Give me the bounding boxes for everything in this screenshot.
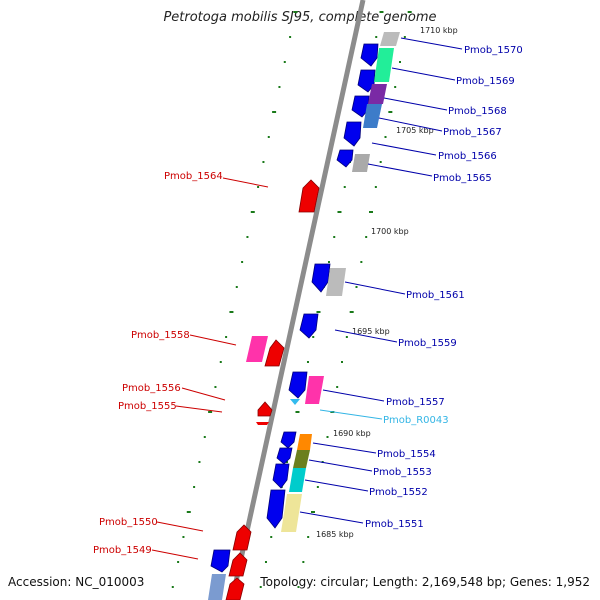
scale-label: 1710 kbp xyxy=(420,26,458,35)
leader-line xyxy=(391,67,456,81)
gene-label: Pmob_1550 xyxy=(99,517,158,528)
leader-line xyxy=(308,459,373,472)
leader-line xyxy=(189,334,237,346)
gene-arrow xyxy=(351,95,370,118)
gene-box xyxy=(368,84,387,104)
gene-label: Pmob_1568 xyxy=(448,106,507,117)
gene-box xyxy=(281,494,302,532)
gene-box xyxy=(293,450,310,468)
leader-line xyxy=(299,511,364,524)
gene-label: Pmob_1559 xyxy=(398,338,457,349)
scale-label: 1705 kbp xyxy=(396,126,434,135)
gene-arrow xyxy=(360,43,379,67)
left-strand-genes xyxy=(225,179,320,600)
gene-arrow xyxy=(311,263,331,293)
gene-box xyxy=(352,154,370,172)
gene-arrow xyxy=(256,422,269,425)
gene-arrow xyxy=(272,463,290,489)
gene-box xyxy=(297,434,312,450)
tick-marks xyxy=(171,11,412,588)
gene-label: Pmob_1561 xyxy=(406,290,465,301)
gene-arrow xyxy=(299,313,319,339)
gene-label: Pmob_1558 xyxy=(131,330,190,341)
gene-label: Pmob_1564 xyxy=(164,171,223,182)
gene-label: Pmob_1570 xyxy=(464,45,523,56)
gene-box xyxy=(374,48,394,82)
gene-arrow xyxy=(264,339,285,367)
leader-line xyxy=(222,177,269,188)
leader-line xyxy=(367,163,433,177)
leader-line xyxy=(371,142,437,156)
scale-label: 1695 kbp xyxy=(352,327,390,336)
gene-arrow xyxy=(210,549,231,573)
gene-label: Pmob_R0043 xyxy=(383,415,449,426)
leader-line xyxy=(156,521,204,532)
gene-label: Pmob_1549 xyxy=(93,545,152,556)
scale-label: 1700 kbp xyxy=(371,227,409,236)
gene-arrow xyxy=(357,69,376,93)
gene-label: Pmob_1566 xyxy=(438,151,497,162)
leader-line xyxy=(344,281,406,295)
gene-label: Pmob_1555 xyxy=(118,401,177,412)
gene-arrow xyxy=(257,401,273,417)
gene-label: Pmob_1552 xyxy=(369,487,428,498)
leader-line xyxy=(175,405,223,413)
gene-arrow xyxy=(266,489,286,529)
gene-label: Pmob_1557 xyxy=(386,397,445,408)
scale-label: 1685 kbp xyxy=(316,530,354,539)
gene-box xyxy=(305,376,324,404)
gene-arrow xyxy=(228,552,248,577)
accession-text: Accession: NC_010003 xyxy=(8,575,145,589)
gene-box xyxy=(326,268,346,296)
gene-arrow xyxy=(298,179,320,213)
gene-arrow xyxy=(336,149,354,168)
gene-box xyxy=(208,574,226,600)
leader-line xyxy=(319,409,383,420)
rna-gene xyxy=(290,399,300,405)
leader-line xyxy=(322,389,385,402)
gene-arrow xyxy=(288,371,308,399)
gene-box xyxy=(246,336,268,362)
leader-line xyxy=(312,442,377,454)
leader-line xyxy=(378,117,443,132)
right-strand-genes xyxy=(208,32,400,600)
gene-box xyxy=(363,104,382,128)
genome-stats-text: Topology: circular; Length: 2,169,548 bp… xyxy=(260,575,590,589)
leader-line xyxy=(151,549,199,560)
leader-line xyxy=(334,329,398,343)
gene-label: Pmob_1569 xyxy=(456,76,515,87)
gene-arrow xyxy=(276,447,293,465)
genome-backbone xyxy=(229,0,366,600)
gene-label: Pmob_1553 xyxy=(373,467,432,478)
gene-label: Pmob_1554 xyxy=(377,449,436,460)
gene-arrow xyxy=(225,577,245,600)
gene-arrow xyxy=(343,121,362,147)
leader-line xyxy=(304,479,369,492)
gene-arrow xyxy=(232,524,252,551)
scale-label: 1690 kbp xyxy=(333,429,371,438)
gene-arrow xyxy=(280,431,297,449)
gene-box xyxy=(289,468,306,492)
gene-box xyxy=(380,32,400,46)
leader-line xyxy=(400,37,463,50)
gene-label: Pmob_1551 xyxy=(365,519,424,530)
leader-line xyxy=(383,97,448,111)
leader-line xyxy=(181,387,226,401)
gene-label: Pmob_1556 xyxy=(122,383,181,394)
map-title: Petrotoga mobilis SJ95, complete genome xyxy=(163,10,437,25)
gene-label: Pmob_1565 xyxy=(433,173,492,184)
gene-label: Pmob_1567 xyxy=(443,127,502,138)
